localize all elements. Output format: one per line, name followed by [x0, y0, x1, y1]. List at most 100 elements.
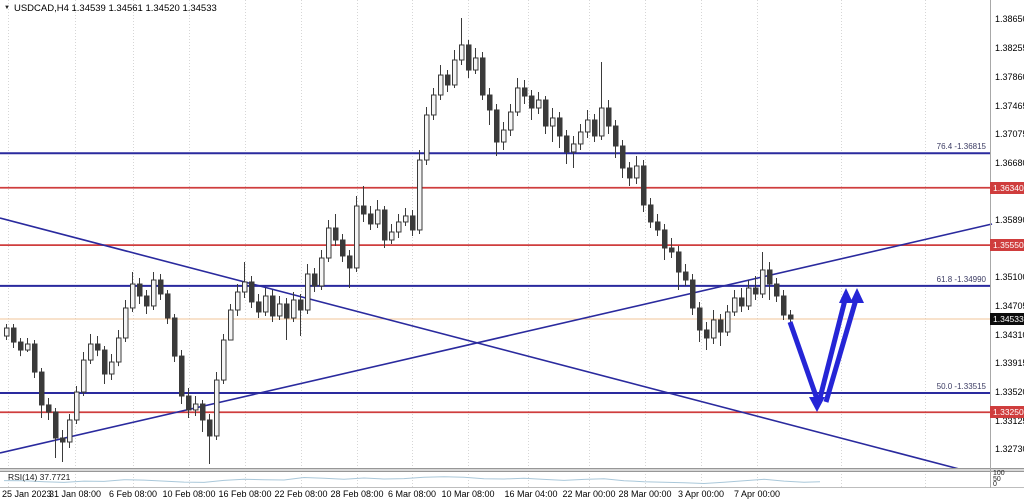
candle-body: [746, 287, 752, 307]
candle-body: [403, 215, 409, 223]
candle-body: [662, 229, 668, 249]
candle-body: [564, 135, 570, 153]
candle-body: [627, 167, 633, 179]
forecast-arrow-head[interactable]: [839, 288, 853, 303]
candle-body: [319, 257, 325, 287]
candle-body: [277, 303, 283, 317]
candle-body: [25, 343, 31, 351]
forecast-arrow-stroke[interactable]: [817, 295, 849, 399]
rsi-indicator-label: RSI(14) 37.7721: [8, 472, 71, 482]
forecast-arrow-head[interactable]: [850, 288, 864, 303]
candle-body: [144, 295, 150, 307]
candle-body: [88, 343, 94, 361]
candle-body: [732, 297, 738, 313]
candle-body: [4, 327, 10, 337]
candle-body: [361, 205, 367, 215]
candle-body: [389, 231, 395, 241]
symbol-dropdown-icon[interactable]: ▼: [4, 5, 10, 11]
candle-body: [60, 437, 66, 443]
candle-body: [333, 227, 339, 241]
candle-body: [648, 204, 654, 223]
candle-body: [354, 205, 360, 269]
candle-body: [641, 165, 647, 206]
candle-body: [634, 165, 640, 179]
candle-body: [718, 319, 724, 333]
candle-body: [543, 99, 549, 127]
price-axis-border: [990, 0, 991, 488]
candle-body: [620, 145, 626, 169]
candle-body: [578, 131, 584, 145]
candle-body: [46, 404, 52, 413]
candle-body: [466, 44, 472, 71]
candle-body: [81, 359, 87, 393]
candle-body: [690, 279, 696, 309]
candle-body: [781, 295, 787, 316]
candle-body: [172, 317, 178, 357]
candle-body: [298, 299, 304, 311]
candle-body: [480, 57, 486, 96]
candle-body: [683, 271, 689, 281]
candle-body: [32, 343, 38, 373]
candle-body: [571, 143, 577, 153]
candle-body: [263, 295, 269, 313]
candle-body: [606, 107, 612, 127]
candle-body: [438, 74, 444, 96]
candle-body: [452, 59, 458, 86]
candle-body: [11, 327, 17, 343]
candle-body: [137, 283, 143, 297]
candle-body: [473, 57, 479, 71]
candle-body: [704, 329, 710, 339]
trend-line[interactable]: [0, 217, 964, 471]
candle-body: [431, 94, 437, 116]
candle-body: [725, 311, 731, 333]
candle-body: [613, 125, 619, 147]
candle-body: [123, 307, 129, 339]
candle-body: [424, 114, 430, 161]
candle-body: [179, 355, 185, 397]
chart-symbol-period: USDCAD,H4: [13, 3, 69, 14]
candle-body: [557, 117, 563, 137]
candle-body: [18, 341, 24, 351]
candle-body: [214, 379, 220, 437]
candle-body: [592, 119, 598, 137]
candle-body: [221, 339, 227, 381]
candle-body: [515, 87, 521, 113]
candle-body: [312, 273, 318, 287]
candle-body: [655, 221, 661, 231]
candle-body: [95, 343, 101, 351]
candle-body: [291, 299, 297, 319]
candle-body: [284, 303, 290, 319]
candle-body: [375, 209, 381, 225]
candle-body: [529, 95, 535, 109]
chart-ohlc-quotes: 1.34539 1.34561 1.34520 1.34533: [71, 3, 217, 14]
candle-body: [249, 281, 255, 303]
candle-body: [109, 361, 115, 375]
candle-body: [242, 281, 248, 293]
candle-body: [487, 94, 493, 111]
candle-body: [676, 251, 682, 273]
candle-body: [200, 403, 206, 421]
candle-body: [445, 74, 451, 86]
candle-body: [669, 247, 675, 253]
candle-body: [599, 107, 605, 137]
forecast-arrow-head[interactable]: [809, 397, 825, 412]
candle-body: [130, 283, 136, 309]
candle-body: [382, 209, 388, 241]
candle-body: [74, 391, 80, 421]
candle-body: [550, 117, 556, 127]
candle-body: [207, 419, 213, 437]
candle-body: [753, 287, 759, 295]
candle-body: [256, 301, 262, 313]
candle-body: [697, 307, 703, 331]
candle-body: [193, 403, 199, 411]
pane-separator[interactable]: [0, 468, 1024, 472]
candle-body: [340, 239, 346, 257]
candle-body: [711, 319, 717, 339]
forecast-arrow-stroke[interactable]: [787, 321, 820, 400]
candle-body: [396, 221, 402, 233]
forecast-arrow-stroke[interactable]: [823, 295, 860, 403]
candle-body: [67, 419, 73, 443]
trend-line[interactable]: [0, 223, 993, 454]
